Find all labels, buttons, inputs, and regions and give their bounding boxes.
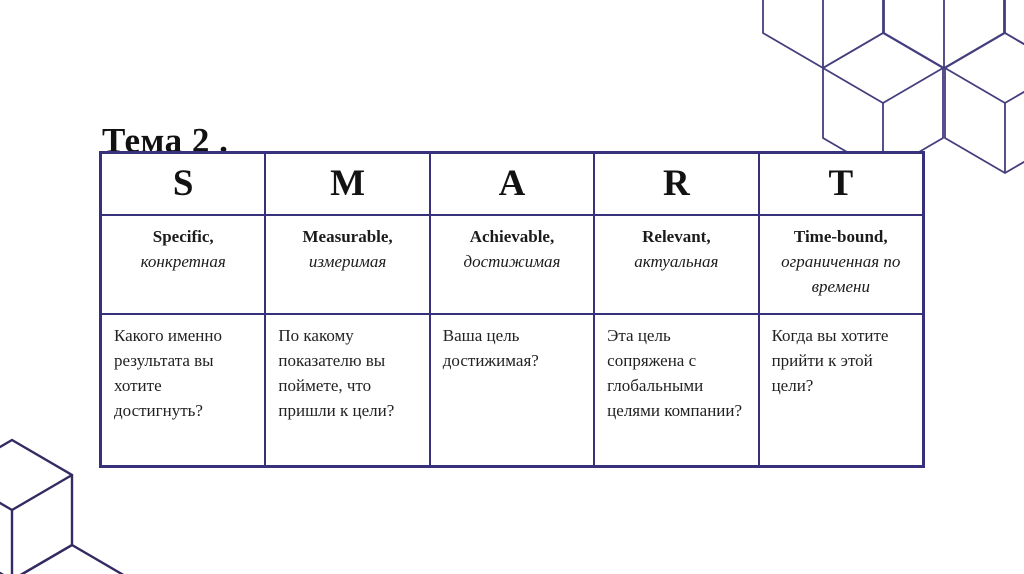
term-label: Achievable, [469,226,555,246]
letter-cell-m: M [264,151,431,216]
letter-cell-a: A [428,151,596,216]
question-cell-m: По какому показателю вы поймете, что при… [264,312,431,468]
question-cell-s: Какого именно результата вы хотите дости… [99,312,267,468]
translation-label: ограниченная по времени [781,251,901,296]
question-cell-r: Эта цель сопряжена с глобальными целями … [593,312,760,468]
translation-label: измеримая [308,251,387,271]
term-label: Time-bound, [793,226,888,246]
definition-cell-s: Specific, конкретная [99,213,267,315]
translation-label: актуальная [634,251,719,271]
question-cell-a: Ваша цель достижимая? [428,312,596,468]
table-row-questions: Какого именно результата вы хотите дости… [99,312,925,468]
letter-cell-t: T [757,151,925,216]
term-label: Relevant, [642,226,711,246]
definition-cell-a: Achievable, достижимая [428,213,596,315]
smart-criteria-table: S M A R T Specific, конкретная Measurabl… [99,151,925,468]
cube-pattern-top-right-icon [762,0,1024,175]
term-label: Measurable, [302,226,393,246]
term-label: Specific, [152,226,214,246]
definition-cell-t: Time-bound, ограниченная по времени [757,213,925,315]
definition-cell-m: Measurable, измеримая [264,213,431,315]
translation-label: конкретная [140,251,226,271]
letter-cell-s: S [99,151,267,216]
definition-cell-r: Relevant, актуальная [593,213,760,315]
table-row-definitions: Specific, конкретная Measurable, измерим… [99,213,925,315]
letter-cell-r: R [593,151,760,216]
question-cell-t: Когда вы хотите прийти к этой цели? [757,312,925,468]
translation-label: достижимая [463,251,561,271]
table-row-letters: S M A R T [99,151,925,216]
